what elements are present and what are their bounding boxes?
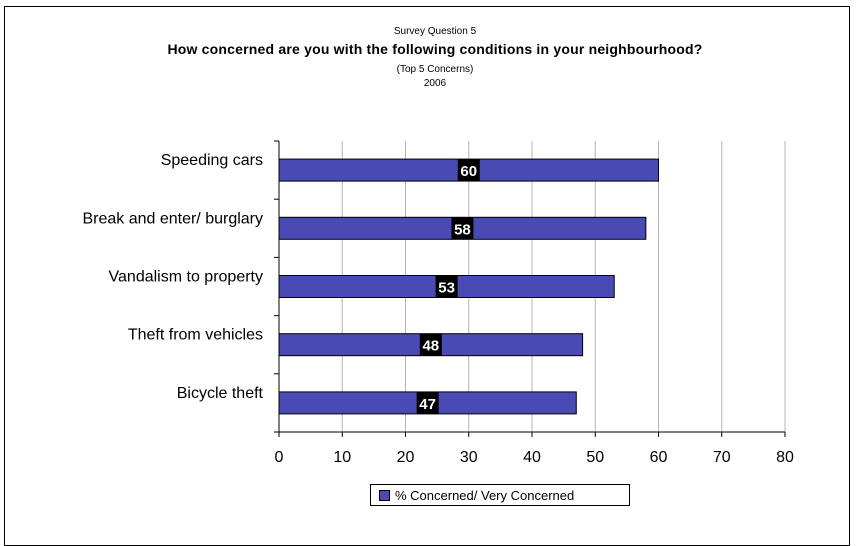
category-label: Bicycle theft xyxy=(177,385,264,402)
category-label: Theft from vehicles xyxy=(128,327,263,344)
category-label: Vandalism to property xyxy=(109,269,263,286)
chart-legend: % Concerned/ Very Concerned xyxy=(370,484,630,506)
x-tick-label: 60 xyxy=(650,449,668,466)
chart-titles: Survey Question 5 How concerned are you … xyxy=(0,26,860,90)
chart-year: 2006 xyxy=(423,78,447,89)
x-tick-label: 40 xyxy=(523,449,541,466)
chart-pre-title: Survey Question 5 xyxy=(393,26,477,37)
data-label-bg xyxy=(435,275,458,298)
x-tick-label: 20 xyxy=(397,449,415,466)
data-label-bg xyxy=(416,391,439,414)
x-tick-label: 30 xyxy=(460,449,478,466)
x-tick-label: 0 xyxy=(275,449,284,466)
data-label: 60 xyxy=(460,163,477,180)
x-tick-label: 70 xyxy=(713,449,731,466)
data-label-bg xyxy=(457,159,480,182)
legend-label: % Concerned/ Very Concerned xyxy=(395,487,575,503)
x-tick-label: 10 xyxy=(333,449,351,466)
chart-subtitle: (Top 5 Concerns) xyxy=(396,64,474,75)
chart-title: How concerned are you with the following… xyxy=(167,41,703,57)
data-label: 58 xyxy=(454,221,471,238)
data-label-bg xyxy=(419,333,442,356)
x-tick-label: 80 xyxy=(776,449,794,466)
data-label: 48 xyxy=(422,338,439,355)
bar-chart: 0 10 20 30 40 50 60 70 80 Speeding cars 60 Break an… xyxy=(82,140,794,466)
legend-swatch xyxy=(379,489,390,501)
data-label-bg xyxy=(451,217,474,240)
data-label: 47 xyxy=(419,396,436,413)
category-label: Speeding cars xyxy=(161,152,263,169)
data-label: 53 xyxy=(438,280,455,297)
x-tick-label: 50 xyxy=(586,449,604,466)
category-label: Break and enter/ burglary xyxy=(82,210,263,227)
